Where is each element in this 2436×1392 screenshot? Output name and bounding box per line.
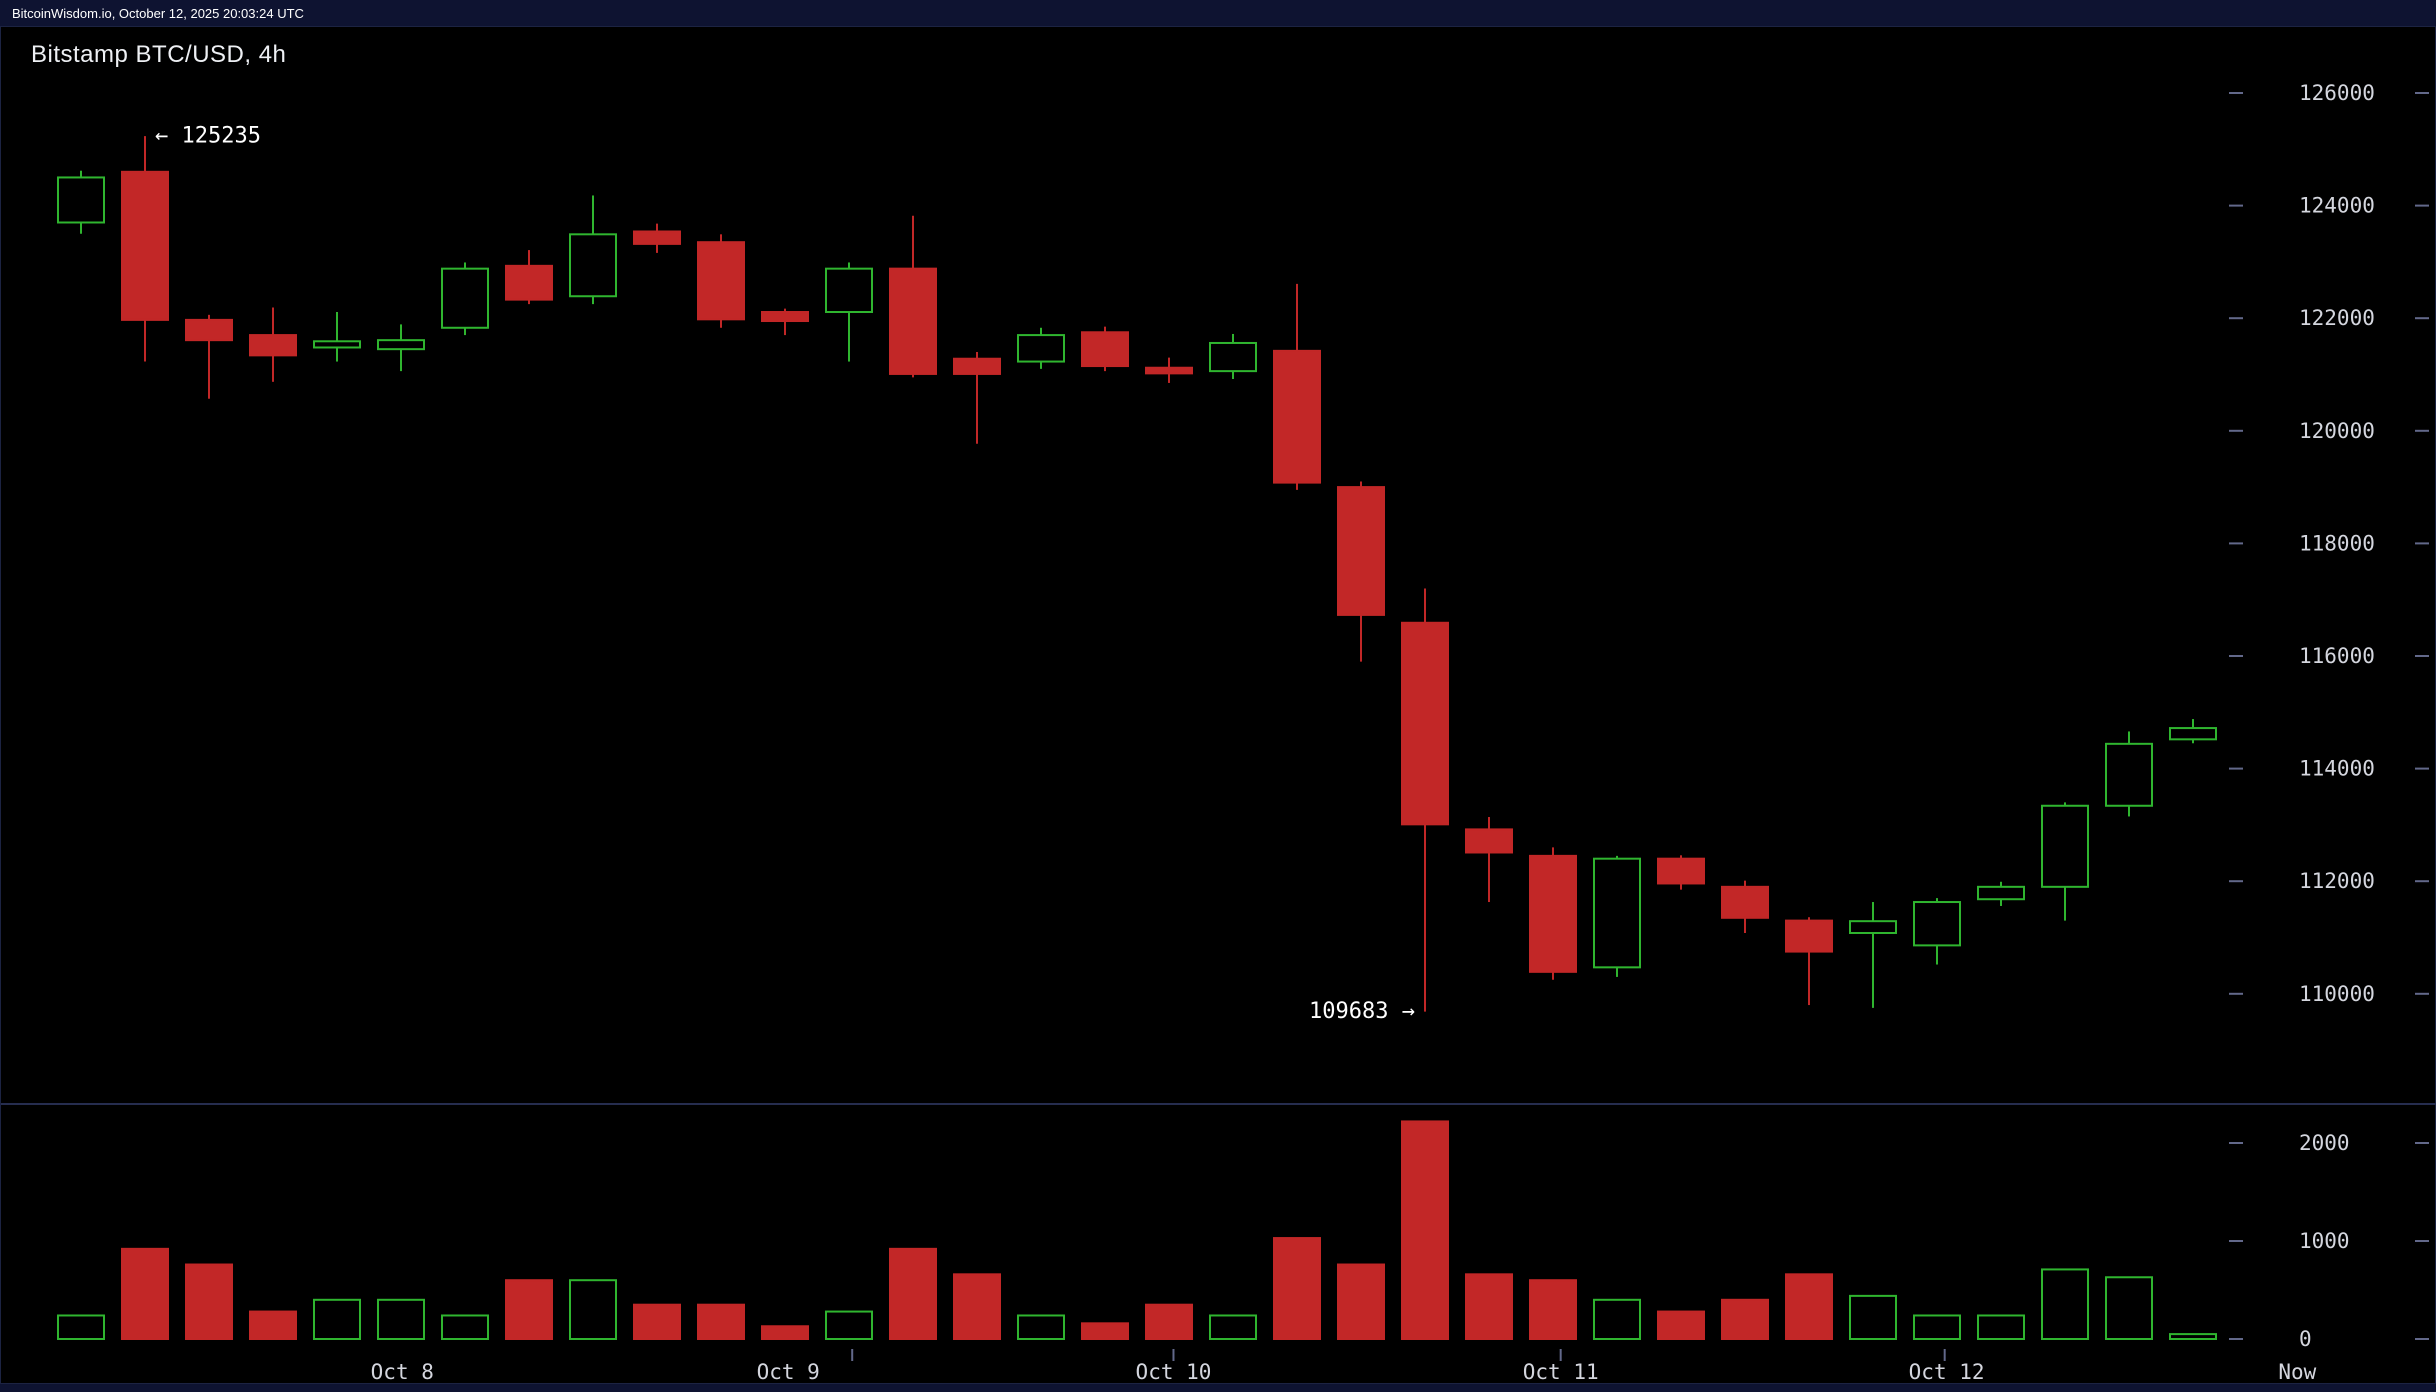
volume-bar [1593,1298,1641,1341]
volume-axis-label: 2000 [2299,1131,2350,1155]
candle-body [1465,828,1513,854]
candle-body [1913,901,1961,947]
candle-body [1017,334,1065,363]
low-price-annotation: 109683 → [1309,999,1415,1024]
volume-bar [121,1247,169,1340]
candle-body [569,233,617,298]
candle-body [313,340,361,349]
candlestick-volume-chart[interactable]: 126000 124000 122000 120000 118000 116000 1140… [1,27,2436,1385]
high-price-annotation: ← 125235 [155,124,261,149]
candle-body [1401,621,1449,826]
volume-bar [633,1303,681,1340]
volume-bar [889,1247,937,1340]
candle-body [441,267,489,329]
candle-body [249,334,297,357]
volume-bar [761,1325,809,1341]
volume-bar [1529,1279,1577,1340]
volume-bar [1657,1310,1705,1341]
price-axis-label: 124000 [2299,194,2375,218]
volume-bar [2105,1276,2153,1341]
volume-bar [1273,1237,1321,1341]
price-axis-label: 122000 [2299,306,2375,330]
volume-bar [697,1303,745,1340]
candle-body [2041,804,2089,888]
top-status-bar: BitcoinWisdom.io, October 12, 2025 20:03… [0,0,2436,26]
volume-axis-label: 0 [2299,1327,2312,1351]
candle-body [1849,920,1897,934]
candle-body [185,318,233,342]
candle-body [1593,857,1641,969]
volume-bar [441,1314,489,1340]
candle-body [761,311,809,323]
price-axis-label: 114000 [2299,757,2375,781]
chart-region[interactable]: Bitstamp BTC/USD, 4h 126000 124000 122000 1… [0,26,2436,1384]
candle-body [2105,742,2153,807]
candle-body [697,241,745,321]
x-axis-label: Oct 10 [1136,1360,1212,1384]
price-axis-label: 116000 [2299,644,2375,668]
price-axis-label: 120000 [2299,419,2375,443]
volume-bar [57,1314,105,1340]
volume-bar [1081,1322,1129,1340]
candle-body [1657,857,1705,885]
price-axis-label: 126000 [2299,81,2375,105]
x-axis-label: Oct 12 [1909,1360,1985,1384]
candle-body [1145,366,1193,375]
volume-bar [377,1298,425,1341]
candle-body [825,267,873,314]
candle-body [1337,486,1385,616]
candle-body [1977,885,2025,901]
volume-bar [1017,1314,1065,1340]
candle-body [57,176,105,224]
candle-body [889,267,937,375]
price-axis-label: 118000 [2299,531,2375,555]
candle-body [505,264,553,301]
volume-bar [313,1298,361,1341]
chart-title: Bitstamp BTC/USD, 4h [31,41,287,68]
candle-body [121,170,169,321]
candle-body [1209,341,1257,373]
volume-bar [2169,1333,2217,1340]
volume-bar [1785,1273,1833,1340]
volume-bar [1401,1120,1449,1340]
volume-bar [185,1263,233,1341]
volume-bar [1209,1314,1257,1340]
price-axis-label: 112000 [2299,869,2375,893]
candle-body [953,357,1001,375]
volume-bar [569,1279,617,1340]
x-axis-label: Oct 11 [1523,1360,1599,1384]
volume-bar [249,1310,297,1341]
candle-body [633,230,681,245]
volume-bar [505,1279,553,1340]
volume-bar [1465,1273,1513,1340]
volume-bar [1977,1314,2025,1340]
volume-bar [1721,1298,1769,1341]
candle-body [1273,349,1321,484]
status-bar-text: BitcoinWisdom.io, October 12, 2025 20:03… [12,5,304,21]
price-axis-label: 110000 [2299,982,2375,1006]
volume-axis-label: 1000 [2299,1229,2350,1253]
candle-body [1785,919,1833,953]
volume-bar [1849,1294,1897,1341]
candle-body [2169,727,2217,741]
volume-bar [2041,1268,2089,1341]
volume-bar [1145,1303,1193,1340]
volume-bar [825,1310,873,1341]
x-axis-label: Oct 9 [757,1360,820,1384]
x-axis-label: Oct 8 [371,1360,434,1384]
candle-body [1529,854,1577,973]
candle-body [377,339,425,351]
bottom-bar [0,1384,2436,1392]
volume-bar [1913,1314,1961,1340]
candle-body [1721,885,1769,919]
volume-bar [953,1273,1001,1340]
volume-bar [1337,1263,1385,1341]
x-axis-label: Now [2278,1360,2316,1384]
candle-body [1081,331,1129,368]
